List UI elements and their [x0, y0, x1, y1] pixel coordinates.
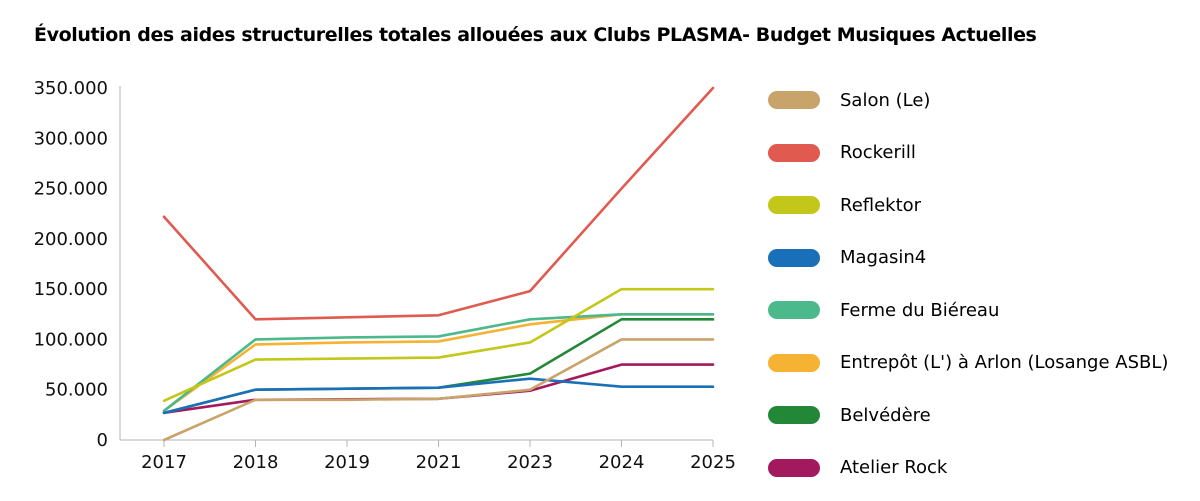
x-tick-label: 2018 [233, 452, 279, 473]
series-line-1 [162, 86, 715, 321]
series-line-3 [162, 377, 715, 415]
y-tick-label: 200.000 [34, 229, 108, 250]
legend-swatch [768, 458, 820, 477]
legend-item: Atelier Rock [768, 442, 1168, 495]
x-tick-label: 2019 [324, 452, 370, 473]
legend-swatch [768, 196, 820, 215]
series-lines [162, 86, 715, 442]
y-tick-label: 150.000 [34, 279, 108, 300]
legend-label: Reflektor [840, 194, 922, 216]
legend-item: Rockerill [768, 127, 1168, 180]
legend-swatch [768, 143, 820, 162]
legend-label: Rockerill [840, 142, 916, 164]
legend: Salon (Le) Rockerill Reflektor Magasin4 Ferm… [768, 74, 1168, 494]
series-line-0 [162, 338, 715, 442]
y-tick-label: 50.000 [45, 380, 108, 401]
legend-item: Reflektor [768, 179, 1168, 232]
x-tick-label: 2017 [141, 452, 187, 473]
y-tick-label: 300.000 [34, 128, 108, 149]
y-tick-label: 0 [97, 430, 108, 451]
series-line-4 [162, 312, 715, 413]
y-axis: 0 50.000 100.000 150.000 200.000 250.000 300.0… [34, 78, 121, 451]
line-chart: 0 50.000 100.000 150.000 200.000 250.000 300.0… [34, 78, 736, 473]
legend-label: Magasin4 [840, 247, 927, 269]
x-axis: 2017 2018 2019 2021 2023 2024 2025 [120, 439, 736, 473]
legend-label: Entrepôt (L') à Arlon (Losange ASBL) [840, 352, 1169, 374]
legend-swatch [768, 301, 820, 320]
legend-swatch [768, 406, 820, 425]
x-tick-label: 2025 [690, 452, 736, 473]
legend-item: Belvédère [768, 389, 1168, 442]
x-tick-label: 2024 [599, 452, 645, 473]
y-tick-label: 250.000 [34, 179, 108, 200]
legend-label: Belvédère [840, 404, 931, 426]
series-line-2 [162, 287, 715, 403]
legend-label: Ferme du Biéreau [840, 299, 1000, 321]
legend-label: Salon (Le) [840, 89, 931, 111]
legend-item: Salon (Le) [768, 74, 1168, 127]
legend-label: Atelier Rock [840, 457, 948, 479]
x-tick-label: 2021 [416, 452, 462, 473]
legend-swatch [768, 248, 820, 267]
y-tick-label: 350.000 [34, 78, 108, 99]
legend-item: Ferme du Biéreau [768, 284, 1168, 337]
x-tick-label: 2023 [507, 452, 553, 473]
chart-title: Évolution des aides structurelles totale… [34, 24, 1037, 46]
legend-swatch [768, 91, 820, 110]
legend-item: Magasin4 [768, 232, 1168, 285]
legend-swatch [768, 353, 820, 372]
legend-item: Entrepôt (L') à Arlon (Losange ASBL) [768, 337, 1168, 390]
y-tick-label: 100.000 [34, 329, 108, 350]
